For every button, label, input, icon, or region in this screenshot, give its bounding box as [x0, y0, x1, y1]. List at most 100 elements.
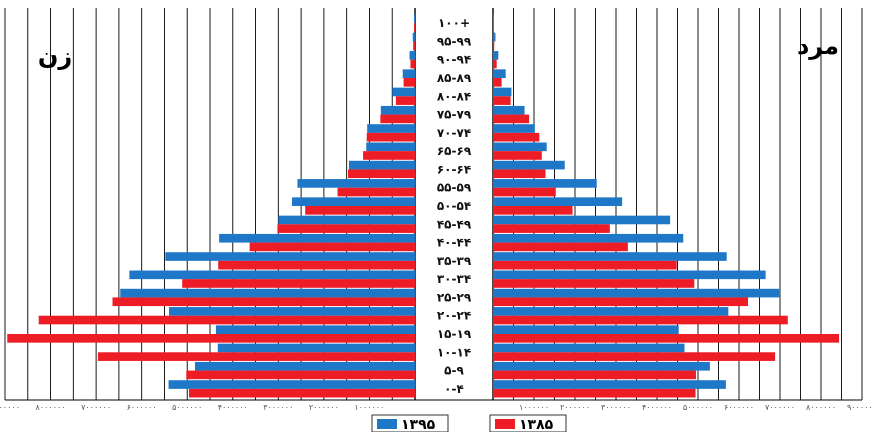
x-tick-labels-group: ۹۰۰۰۰۰۰ ۸۰۰۰۰۰۰ ۷۰۰۰۰۰۰ ۶۰۰۰۰۰۰ ۵۰۰۰۰۰۰ ۴۰۰۰۰…	[0, 403, 872, 412]
bar-female-1385	[380, 114, 415, 124]
bar-female-1395	[409, 51, 415, 60]
bar-male-1395	[493, 14, 494, 24]
bar-male-1385	[493, 151, 542, 160]
bar-female-1395	[165, 252, 415, 261]
bar-male-1395	[493, 270, 766, 280]
legend: ۱۳۹۵ ۱۳۸۵	[371, 414, 567, 432]
age-group-label: ۵۵-۵۹	[437, 181, 472, 195]
age-group-label: ۱۵-۱۹	[437, 327, 472, 341]
x-tick-label: ۲۰۰۰۰۰۰	[560, 403, 590, 412]
bar-female-1385	[410, 59, 415, 69]
age-group-label: ۹۰-۹۴	[437, 53, 471, 67]
bar-male-1395	[493, 215, 671, 225]
bar-female-1395	[120, 288, 415, 298]
bar-female-1385	[189, 388, 415, 398]
age-group-label: ۷۵-۷۹	[437, 108, 472, 122]
x-tick-label: ۱۰۰۰۰۰۰	[354, 403, 384, 412]
bar-female-1395	[278, 215, 415, 225]
x-tick-label: ۸۰۰۰۰۰۰	[36, 403, 66, 412]
age-group-label: ۱۰-۱۴	[437, 345, 471, 359]
bar-female-1395	[414, 14, 415, 24]
bar-male-1395	[493, 105, 525, 115]
bar-female-1385	[182, 279, 415, 288]
bar-female-1385	[38, 315, 415, 325]
bar-male-1395	[493, 343, 685, 353]
x-tick-label: ۷۰۰۰۰۰۰	[81, 403, 111, 412]
bar-female-1395	[366, 142, 415, 152]
x-tick-label: ۹۰۰۰۰۰۰	[847, 403, 872, 412]
bar-male-1395	[493, 233, 684, 243]
bar-female-1385	[7, 334, 416, 343]
age-group-label: ۷۰-۷۴	[437, 126, 471, 140]
bar-female-1395	[367, 124, 415, 133]
bar-male-1385	[493, 41, 495, 51]
bar-female-1395	[392, 87, 415, 97]
bar-female-1385	[249, 242, 415, 252]
x-tick-label: ۶۰۰۰۰۰۰	[724, 403, 754, 412]
bar-male-1385	[493, 114, 530, 124]
x-tick-label: ۶۰۰۰۰۰۰	[127, 403, 157, 412]
bar-male-1395	[493, 197, 623, 206]
bar-female-1385	[337, 187, 415, 197]
bar-female-1395	[219, 233, 415, 243]
female-side-label: زن	[38, 42, 72, 70]
bar-female-1385	[112, 297, 415, 307]
bar-male-1395	[493, 160, 565, 170]
age-group-label: ۶۰-۶۴	[437, 162, 471, 176]
bar-female-1395	[292, 197, 415, 206]
x-tick-label: ۵۰۰۰۰۰۰	[683, 403, 713, 412]
bar-female-1385	[348, 169, 415, 179]
bar-male-1385	[493, 260, 677, 270]
bar-female-1385	[395, 96, 415, 105]
age-group-label: ۴۵-۴۹	[437, 217, 472, 231]
legend-swatch-1395	[377, 419, 397, 429]
bar-male-1385	[493, 370, 696, 380]
bar-male-1385	[493, 279, 695, 288]
male-side-label: مرد	[797, 32, 839, 60]
age-group-label: ۳۰-۳۴	[437, 272, 471, 286]
bar-male-1395	[493, 51, 499, 60]
age-group-label: ۱۰۰+	[438, 16, 470, 30]
age-group-label: ۸۵-۸۹	[437, 71, 472, 85]
x-tick-label: ۴۰۰۰۰۰۰	[218, 403, 248, 412]
x-tick-label: ۱۰۰۰۰۰۰	[519, 403, 549, 412]
age-group-label: ۸۰-۸۴	[437, 89, 471, 103]
bar-female-1385	[413, 41, 415, 51]
bar-male-1385	[493, 388, 696, 398]
x-tick-label: ۳۰۰۰۰۰۰	[601, 403, 631, 412]
bar-male-1385	[493, 132, 540, 142]
x-tick-label: ۹۰۰۰۰۰۰	[0, 403, 20, 412]
bar-female-1385	[414, 23, 415, 32]
bar-female-1395	[129, 270, 415, 280]
x-tick-label: ۷۰۰۰۰۰۰	[765, 403, 795, 412]
age-group-label: ۵-۹	[444, 364, 464, 378]
bar-female-1385	[97, 352, 415, 361]
bar-male-1395	[493, 288, 780, 298]
bar-female-1395	[412, 32, 415, 42]
bar-male-1395	[493, 69, 506, 78]
bar-female-1395	[168, 380, 415, 389]
x-tick-label: ۵۰۰۰۰۰۰	[172, 403, 202, 412]
bar-male-1385	[493, 96, 511, 105]
bar-male-1395	[493, 325, 679, 334]
bar-female-1385	[218, 260, 415, 270]
bar-female-1395	[348, 160, 415, 170]
bar-male-1395	[493, 32, 496, 42]
legend-swatch-1385	[495, 419, 515, 429]
bar-male-1395	[493, 87, 512, 97]
bar-male-1395	[493, 142, 547, 152]
bar-female-1395	[215, 325, 415, 334]
bar-female-1385	[363, 151, 415, 160]
bar-male-1395	[493, 361, 710, 371]
legend-label-1395: ۱۳۹۵	[401, 417, 436, 432]
x-tick-label: ۸۰۰۰۰۰۰	[806, 403, 836, 412]
bar-male-1385	[493, 59, 497, 69]
x-tick-label: ۳۰۰۰۰۰۰	[263, 403, 293, 412]
age-group-label: ۲۵-۲۹	[437, 290, 472, 304]
age-group-label: ۲۰-۲۴	[437, 309, 471, 323]
bar-male-1385	[493, 206, 573, 215]
age-group-label: ۰-۴	[444, 382, 464, 396]
bar-male-1395	[493, 252, 727, 261]
bar-male-1385	[493, 224, 610, 233]
